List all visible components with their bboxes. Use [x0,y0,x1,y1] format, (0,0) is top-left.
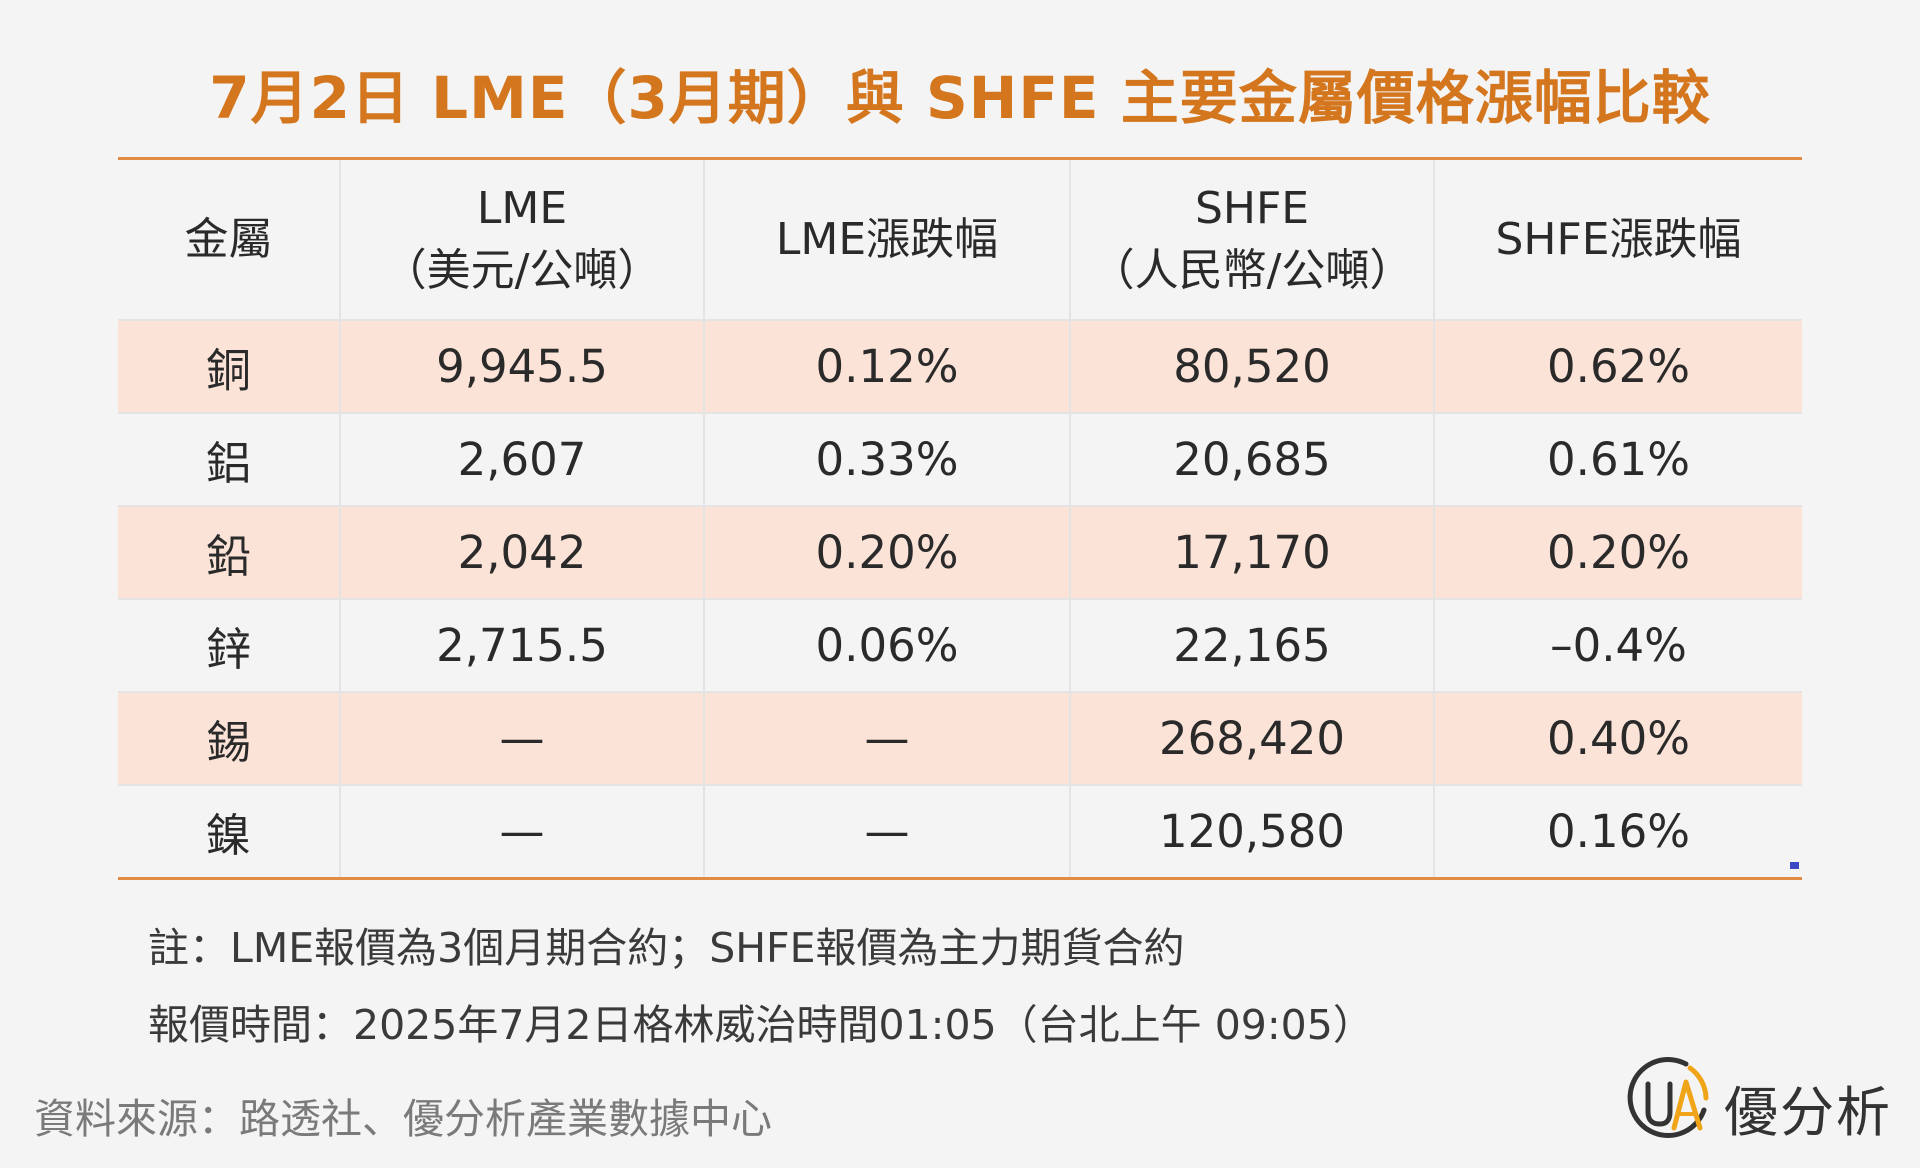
cell-shfe-price: 17,170 [1069,505,1434,599]
header-shfe-change: SHFE漲跌幅 [1433,160,1802,320]
table-row-lead: 鉛 2,042 0.20% 17,170 0.20% [118,505,1802,599]
cell-shfe-change: 0.62% [1433,319,1802,413]
cell-lme-change: 0.12% [703,319,1070,413]
metals-table: 金屬 LME （美元/公噸） LME漲跌幅 SHFE （人民幣/公噸） SHFE… [118,160,1802,877]
header-shfe-price: SHFE （人民幣/公噸） [1069,160,1434,320]
cell-lme-change: 0.20% [703,505,1070,599]
cell-lme-price: 2,607 [339,412,704,506]
table-row-nickel: 鎳 — — 120,580 0.16% [118,784,1802,877]
cell-lme-price: — [339,784,704,877]
table-top-rule [118,157,1802,160]
cell-lme-change: 0.33% [703,412,1070,506]
note-quote-time: 報價時間：2025年7月2日格林威治時間01:05（台北上午 09:05） [148,1001,1374,1049]
cell-shfe-change: –0.4% [1433,598,1802,692]
cell-lme-price: 2,715.5 [339,598,704,692]
ua-logo-icon [1627,1057,1709,1138]
cell-shfe-change: 0.16% [1433,784,1802,877]
header-lme-change: LME漲跌幅 [703,160,1070,320]
cell-metal: 鉛 [118,505,340,599]
header-metal: 金屬 [184,213,273,265]
cell-shfe-price: 22,165 [1069,598,1434,692]
cell-lme-price: 9,945.5 [339,319,704,413]
cell-lme-price: — [339,691,704,785]
note-contract: 註：LME報價為3個月期合約；SHFE報價為主力期貨合約 [148,924,1185,972]
cell-lme-change: — [703,691,1070,785]
cell-lme-change: — [703,784,1070,877]
cell-lme-price: 2,042 [339,505,704,599]
table-bottom-rule [118,877,1802,880]
cell-shfe-change: 0.20% [1433,505,1802,599]
table-row-aluminum: 鋁 2,607 0.33% 20,685 0.61% [118,412,1802,506]
page-title: 7月2日 LME（3月期）與 SHFE 主要金屬價格漲幅比較 [209,64,1711,132]
price-comparison-table: 金屬 LME （美元/公噸） LME漲跌幅 SHFE （人民幣/公噸） SHFE… [118,157,1802,880]
cell-metal: 銅 [118,319,340,413]
cell-shfe-price: 80,520 [1069,319,1434,413]
brand-logo: 優分析 [1624,1050,1904,1150]
cell-metal: 鋅 [118,598,340,692]
cell-shfe-price: 20,685 [1069,412,1434,506]
cell-shfe-change: 0.61% [1433,412,1802,506]
table-row-zinc: 鋅 2,715.5 0.06% 22,165 –0.4% [118,598,1802,692]
cell-metal: 鋁 [118,412,340,506]
table-row-copper: 銅 9,945.5 0.12% 80,520 0.62% [118,319,1802,413]
cell-lme-change: 0.06% [703,598,1070,692]
cell-shfe-price: 268,420 [1069,691,1434,785]
brand-name: 優分析 [1724,1081,1892,1144]
footnotes: 註：LME報價為3個月期合約；SHFE報價為主力期貨合約 報價時間：2025年7… [148,910,1374,1064]
resize-corner-mark [1790,862,1799,869]
cell-metal: 錫 [118,691,340,785]
table-row-tin: 錫 — — 268,420 0.40% [118,691,1802,785]
data-source: 資料來源：路透社、優分析產業數據中心 [34,1095,772,1143]
cell-shfe-change: 0.40% [1433,691,1802,785]
table-header-row: 金屬 LME （美元/公噸） LME漲跌幅 SHFE （人民幣/公噸） SHFE… [118,160,1802,320]
cell-metal: 鎳 [118,784,340,877]
header-lme-price: LME （美元/公噸） [339,160,704,320]
cell-shfe-price: 120,580 [1069,784,1434,877]
